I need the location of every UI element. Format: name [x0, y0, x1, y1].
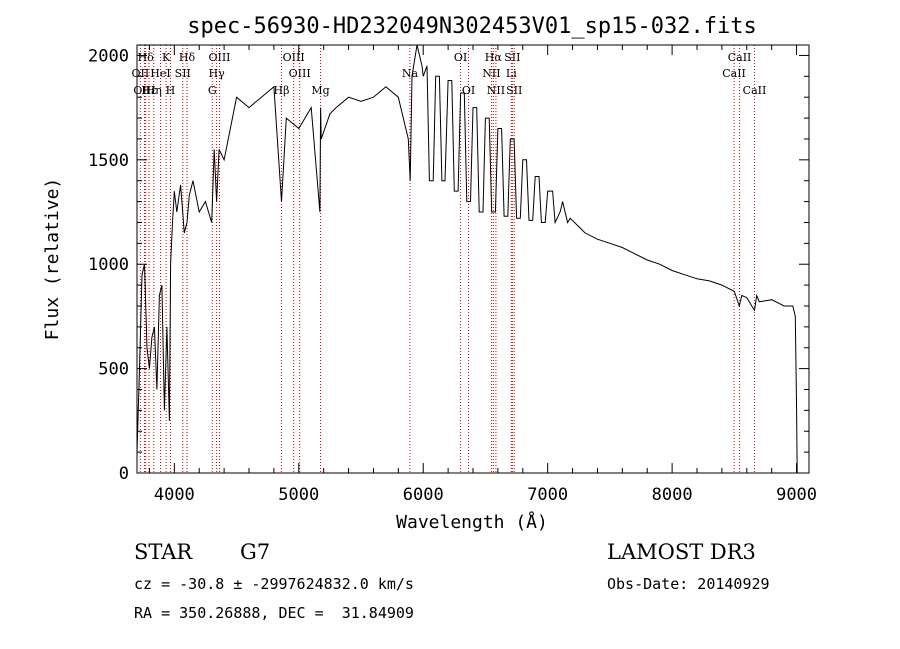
line-label-0: Hδ — [138, 51, 155, 64]
line-label-16: Mg — [311, 84, 329, 97]
line-label-6: Hη — [146, 84, 162, 97]
x-tick-label: 7000 — [527, 485, 568, 505]
line-label-2: OIII — [133, 84, 155, 97]
line-label-11: Hγ — [209, 67, 226, 80]
line-label-15: Hβ — [274, 84, 290, 97]
line-label-12: G — [208, 84, 217, 97]
line-label-23: Li — [506, 67, 517, 80]
line-label-21: SII — [504, 51, 520, 64]
line-label-27: CaII — [722, 67, 746, 80]
object-subclass: G7 — [240, 540, 271, 564]
obs-date: Obs-Date: 20140929 — [607, 575, 770, 593]
x-axis-label: Wavelength (Å) — [396, 511, 548, 533]
line-label-7: H — [166, 84, 176, 97]
line-label-4: HeI — [150, 67, 170, 80]
line-label-24: NII — [487, 84, 505, 97]
y-tick-label: 0 — [119, 464, 129, 484]
y-tick-label: 1500 — [88, 151, 129, 171]
y-axis-ticks: 0 500 1000 1500 2000 — [88, 46, 809, 484]
x-axis-ticks: 4000 5000 6000 7000 8000 9000 — [148, 45, 817, 505]
line-label-18: OI — [454, 51, 467, 64]
survey-name: LAMOST DR3 — [607, 540, 756, 564]
line-label-8: SII — [175, 67, 191, 80]
y-tick-label: 500 — [98, 360, 129, 380]
x-tick-label: 8000 — [652, 485, 693, 505]
x-tick-label: 5000 — [278, 485, 319, 505]
y-axis-label: Flux (relative) — [42, 178, 63, 341]
line-label-5: K — [162, 51, 171, 64]
line-label-14: OIII — [289, 67, 311, 80]
spectrum-line — [136, 44, 798, 474]
x-tick-label: 9000 — [776, 485, 817, 505]
y-tick-label: 2000 — [88, 46, 129, 66]
line-label-3: Hε — [141, 84, 157, 97]
chart-title: spec-56930-HD232049N302453V01_sp15-032.f… — [187, 14, 757, 39]
x-tick-label: 4000 — [154, 485, 195, 505]
ra-dec: RA = 350.26888, DEC = 31.84909 — [134, 604, 414, 622]
line-label-25: SII — [506, 84, 522, 97]
x-tick-label: 6000 — [403, 485, 444, 505]
object-class: STAR — [134, 540, 193, 564]
line-label-17: Na — [402, 67, 419, 80]
line-label-20: Hα — [485, 51, 503, 64]
line-label-9: Hδ — [179, 51, 196, 64]
line-label-28: CaII — [743, 84, 767, 97]
line-label-10: OIII — [208, 51, 230, 64]
line-label-1: OII — [132, 67, 150, 80]
line-label-26: CaII — [728, 51, 752, 64]
line-label-13: OIII — [283, 51, 305, 64]
y-tick-label: 1000 — [88, 255, 129, 275]
line-label-22: NII — [482, 67, 500, 80]
redshift-text: cz = -30.8 ± -2997624832.0 km/s — [134, 575, 414, 593]
line-label-19: OI — [462, 84, 475, 97]
